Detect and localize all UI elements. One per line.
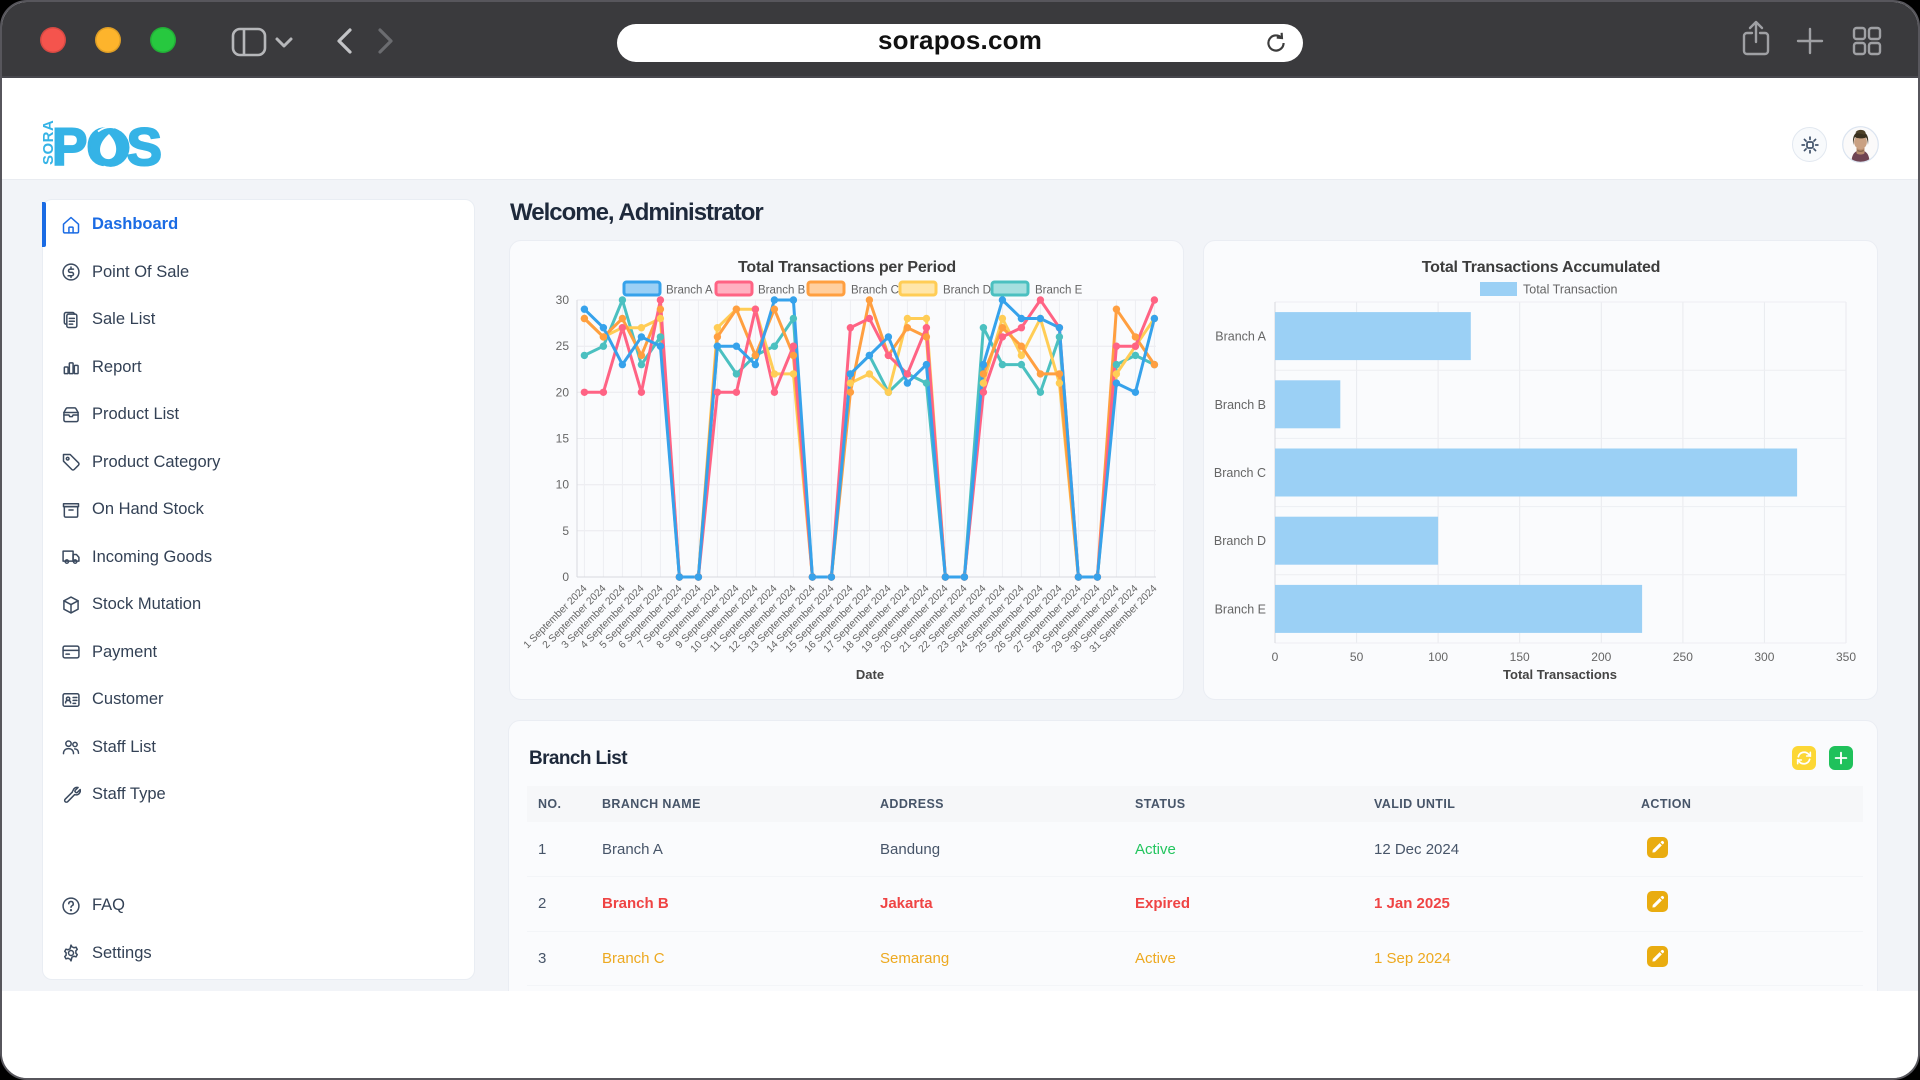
svg-text:Total Transactions: Total Transactions bbox=[1503, 667, 1617, 682]
svg-text:Branch D: Branch D bbox=[1214, 534, 1266, 548]
svg-text:Branch A: Branch A bbox=[1215, 330, 1266, 344]
svg-text:Total Transaction: Total Transaction bbox=[1523, 283, 1618, 297]
svg-text:25: 25 bbox=[556, 339, 570, 353]
svg-text:Branch D: Branch D bbox=[943, 285, 991, 297]
svg-text:0: 0 bbox=[562, 570, 569, 584]
svg-text:350: 350 bbox=[1836, 650, 1856, 664]
svg-text:200: 200 bbox=[1591, 650, 1611, 664]
svg-text:Branch E: Branch E bbox=[1215, 602, 1266, 616]
svg-text:Branch C: Branch C bbox=[1214, 466, 1266, 480]
svg-text:SORA: SORA bbox=[40, 120, 57, 165]
svg-text:Branch B: Branch B bbox=[1215, 398, 1266, 412]
svg-text:100: 100 bbox=[1428, 650, 1448, 664]
svg-text:Branch E: Branch E bbox=[1035, 285, 1083, 297]
svg-text:Total Transactions Accumulated: Total Transactions Accumulated bbox=[1422, 259, 1661, 276]
svg-text:5: 5 bbox=[562, 524, 569, 538]
svg-text:10: 10 bbox=[556, 478, 570, 492]
svg-text:15: 15 bbox=[556, 432, 570, 446]
svg-text:250: 250 bbox=[1673, 650, 1693, 664]
svg-text:150: 150 bbox=[1510, 650, 1530, 664]
svg-text:Branch C: Branch C bbox=[851, 285, 899, 297]
svg-text:300: 300 bbox=[1754, 650, 1774, 664]
svg-text:Branch A: Branch A bbox=[666, 285, 713, 297]
svg-text:30: 30 bbox=[556, 293, 570, 307]
svg-text:Date: Date bbox=[856, 667, 884, 682]
svg-text:Total Transactions per Period: Total Transactions per Period bbox=[738, 259, 956, 276]
svg-text:Branch B: Branch B bbox=[758, 285, 806, 297]
svg-text:0: 0 bbox=[1272, 650, 1279, 664]
svg-text:50: 50 bbox=[1350, 650, 1364, 664]
svg-text:20: 20 bbox=[556, 385, 570, 399]
